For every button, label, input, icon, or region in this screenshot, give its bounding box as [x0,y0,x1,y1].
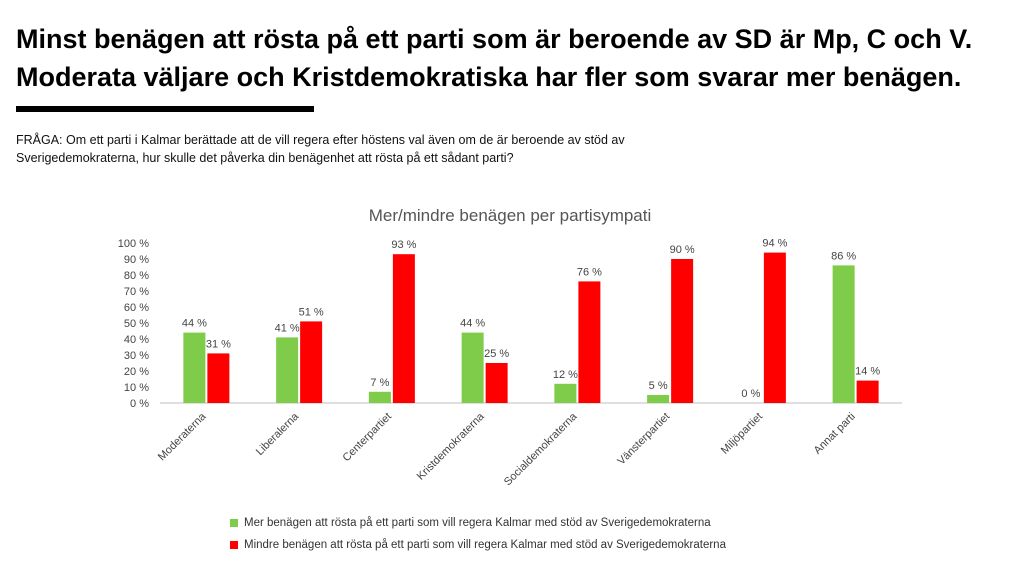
data-label: 44 % [460,318,485,330]
y-tick-label: 60 % [124,302,149,314]
data-label: 5 % [649,380,668,392]
x-category-label: Annat parti [812,411,858,457]
bar-less [856,380,879,403]
bar-less [485,363,508,403]
bar-more [183,332,206,403]
y-tick-label: 90 % [124,254,149,266]
x-category-label: Centerpartiet [341,411,394,464]
y-tick-label: 20 % [124,366,149,378]
chart-title: Mer/mindre benägen per partisympati [369,206,652,225]
legend-item-more: Mer benägen att rösta på ett parti som v… [230,512,726,534]
y-tick-label: 70 % [124,286,149,298]
data-label: 0 % [741,388,760,400]
bar-less [207,353,230,403]
chart-legend: Mer benägen att rösta på ett parti som v… [230,512,726,556]
x-category-label: Socialdemokraterna [502,410,580,488]
headline: Minst benägen att rösta på ett parti som… [16,24,973,92]
data-label: 44 % [182,318,207,330]
data-label: 93 % [391,239,416,251]
y-tick-label: 80 % [124,270,149,282]
legend-item-less: Mindre benägen att rösta på ett parti so… [230,534,726,556]
headline-underline [16,106,314,112]
bar-chart: Mer/mindre benägen per partisympati 0 % 1… [118,206,902,488]
bar-less [671,259,694,403]
data-label: 25 % [484,348,509,360]
data-label: 94 % [762,238,787,250]
survey-question: FRÅGA: Om ett parti i Kalmar berättade a… [16,133,625,165]
data-label: 31 % [206,338,231,350]
data-label: 90 % [670,244,695,256]
x-category-label: Vänsterpartiet [615,411,672,468]
data-label: 7 % [370,377,389,389]
x-category-label: Moderaterna [156,410,209,463]
y-tick-label: 40 % [124,334,149,346]
legend-label-less: Mindre benägen att rösta på ett parti so… [244,539,726,551]
x-category-label: Miljöpartiet [719,411,765,457]
bar-more [461,332,484,403]
bar-more [554,383,577,403]
bar-more [647,395,670,403]
bar-more [832,265,855,403]
data-label: 86 % [831,250,856,262]
y-tick-label: 50 % [124,318,149,330]
y-tick-label: 0 % [130,398,149,410]
legend-swatch-more [230,519,238,527]
legend-swatch-less [230,541,238,549]
data-label: 12 % [553,369,578,381]
legend-label-more: Mer benägen att rösta på ett parti som v… [244,517,711,529]
data-label: 51 % [299,306,324,318]
bar-less [578,281,601,403]
y-tick-label: 10 % [124,382,149,394]
bar-less [300,321,323,403]
y-tick-label: 100 % [118,238,149,250]
bar-less [763,252,786,403]
x-category-label: Kristdemokraterna [415,410,488,483]
x-category-label: Liberalerna [254,410,302,458]
data-label: 76 % [577,266,602,278]
bar-more [276,337,299,403]
y-tick-label: 30 % [124,350,149,362]
bar-less [392,254,415,403]
data-label: 41 % [275,322,300,334]
bar-more [368,391,391,403]
data-label: 14 % [855,366,880,378]
